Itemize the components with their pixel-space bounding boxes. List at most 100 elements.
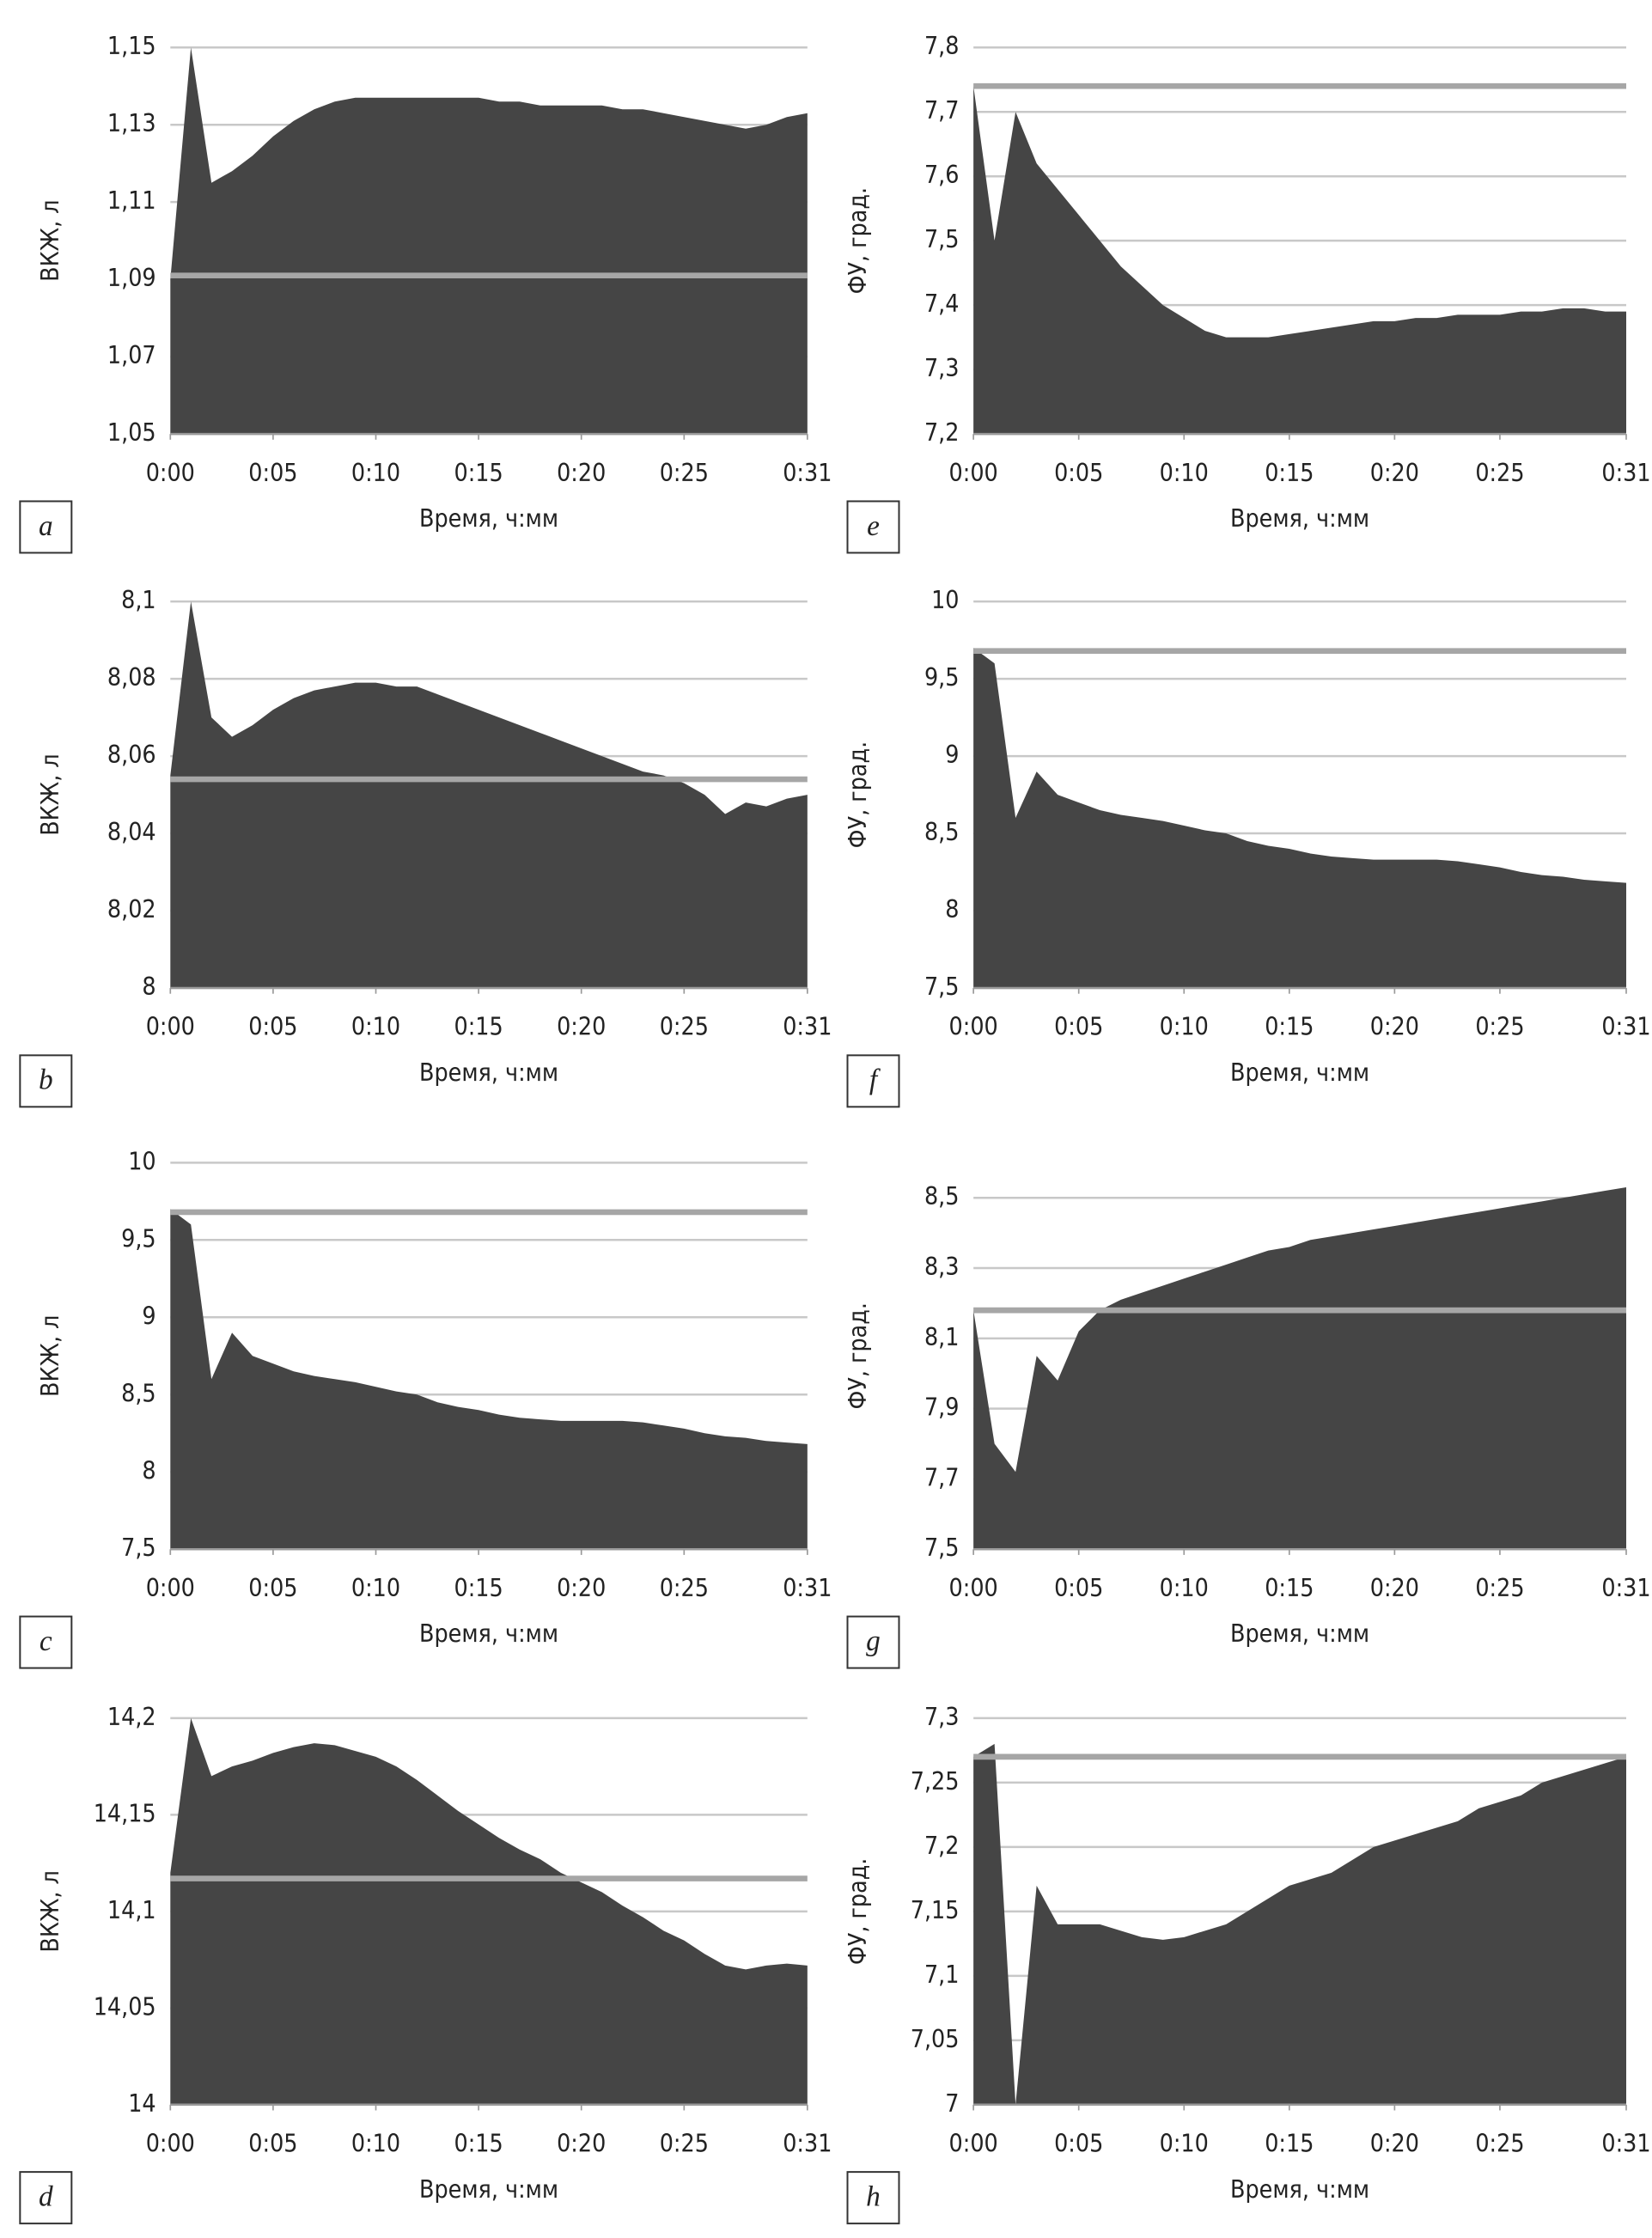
x-tick-label: 0:00 <box>146 2129 195 2157</box>
y-tick-label: 10 <box>931 586 959 614</box>
x-axis-title: Время, ч:мм <box>419 1619 558 1648</box>
x-tick-label: 0:15 <box>454 1574 503 1602</box>
panel-label: b <box>39 1064 53 1096</box>
x-tick-label: 0:10 <box>1160 1013 1209 1041</box>
x-tick-label: 0:00 <box>146 1013 195 1041</box>
panel-label: d <box>39 2180 53 2212</box>
y-tick-label: 7,5 <box>924 973 960 1001</box>
x-tick-label: 0:15 <box>454 459 503 487</box>
x-tick-label: 0:00 <box>949 459 998 487</box>
panel-box <box>19 1615 73 1669</box>
y-axis-title: ВКЖ, л <box>36 1315 64 1397</box>
x-tick-label: 0:15 <box>454 2129 503 2157</box>
y-tick-label: 14 <box>128 2089 155 2118</box>
x-tick-label: 0:31 <box>1601 1013 1650 1041</box>
y-tick-label: 7,5 <box>924 225 960 253</box>
x-tick-label: 0:20 <box>1370 1013 1419 1041</box>
x-tick-label: 0:31 <box>1601 459 1650 487</box>
y-tick-label: 7,3 <box>924 1703 960 1731</box>
y-tick-label: 7,15 <box>911 1896 960 1924</box>
x-tick-label: 0:10 <box>351 1013 400 1041</box>
x-tick-label: 0:10 <box>1160 2129 1209 2157</box>
panel-label: e <box>867 510 880 542</box>
y-tick-label: 1,13 <box>107 109 156 137</box>
area <box>973 86 1627 435</box>
area <box>170 47 808 435</box>
x-tick-label: 0:05 <box>1054 1013 1103 1041</box>
x-tick-label: 0:05 <box>248 459 297 487</box>
x-tick-label: 0:31 <box>783 2129 832 2157</box>
y-tick-label: 10 <box>128 1147 155 1175</box>
y-tick-label: 7,9 <box>924 1393 960 1422</box>
panel-box <box>19 2171 73 2225</box>
x-tick-label: 0:15 <box>1265 459 1314 487</box>
y-tick-label: 7,4 <box>924 290 960 318</box>
area <box>973 1743 1627 2105</box>
y-tick-label: 7,6 <box>924 161 960 189</box>
y-tick-label: 8,02 <box>107 895 156 924</box>
x-axis-title: Время, ч:мм <box>1230 1619 1369 1648</box>
y-tick-label: 8,08 <box>107 663 156 692</box>
x-tick-label: 0:00 <box>146 1574 195 1602</box>
y-tick-label: 7,5 <box>121 1534 156 1562</box>
x-tick-label: 0:31 <box>1601 1574 1650 1602</box>
y-tick-label: 7,25 <box>911 1767 960 1796</box>
y-axis-title: ВКЖ, л <box>36 753 64 835</box>
y-axis-title: ФУ, град. <box>844 1302 872 1410</box>
y-axis-title: ФУ, град. <box>844 187 872 295</box>
panel-box <box>846 2171 900 2225</box>
y-tick-label: 9,5 <box>121 1224 156 1253</box>
y-tick-label: 8,5 <box>924 818 960 846</box>
y-tick-label: 8,1 <box>121 586 156 614</box>
x-tick-label: 0:20 <box>557 1574 606 1602</box>
area <box>170 601 808 989</box>
y-tick-label: 1,11 <box>107 186 156 215</box>
area <box>170 1717 808 2105</box>
x-tick-label: 0:10 <box>1160 1574 1209 1602</box>
y-tick-label: 7,8 <box>924 32 960 60</box>
x-tick-label: 0:20 <box>1370 1574 1419 1602</box>
x-tick-label: 0:25 <box>660 1574 709 1602</box>
x-tick-label: 0:05 <box>1054 2129 1103 2157</box>
y-tick-label: 9 <box>945 741 959 769</box>
x-axis-title: Время, ч:мм <box>419 2175 558 2204</box>
panel-box <box>846 500 900 554</box>
x-tick-label: 0:00 <box>949 1574 998 1602</box>
y-tick-label: 14,2 <box>107 1703 156 1731</box>
x-tick-label: 0:20 <box>1370 2129 1419 2157</box>
x-axis-title: Время, ч:мм <box>419 1058 558 1087</box>
x-tick-label: 0:05 <box>1054 1574 1103 1602</box>
x-tick-label: 0:20 <box>557 2129 606 2157</box>
x-axis-title: Время, ч:мм <box>419 504 558 533</box>
x-tick-label: 0:00 <box>949 2129 998 2157</box>
y-tick-label: 8,5 <box>924 1182 960 1210</box>
x-axis-title: Время, ч:мм <box>1230 1058 1369 1087</box>
x-tick-label: 0:15 <box>1265 2129 1314 2157</box>
y-tick-label: 8,1 <box>924 1323 960 1351</box>
y-tick-label: 7,1 <box>924 1961 960 1989</box>
y-tick-label: 8,04 <box>107 818 156 846</box>
x-tick-label: 0:00 <box>949 1013 998 1041</box>
y-tick-label: 1,07 <box>107 341 156 369</box>
x-tick-label: 0:10 <box>351 1574 400 1602</box>
y-tick-label: 7,05 <box>911 2025 960 2053</box>
y-tick-label: 7,7 <box>924 1463 960 1491</box>
y-tick-label: 8 <box>945 895 959 924</box>
panel-label: a <box>39 510 53 542</box>
y-axis-title: ФУ, град. <box>844 1858 872 1966</box>
panel-box <box>846 1615 900 1669</box>
x-tick-label: 0:25 <box>660 2129 709 2157</box>
area <box>973 648 1627 989</box>
x-tick-label: 0:25 <box>660 1013 709 1041</box>
x-tick-label: 0:15 <box>1265 1574 1314 1602</box>
y-tick-label: 1,15 <box>107 32 156 60</box>
y-tick-label: 8,5 <box>121 1379 156 1407</box>
x-tick-label: 0:20 <box>557 459 606 487</box>
x-tick-label: 0:31 <box>783 459 832 487</box>
y-tick-label: 14,05 <box>94 1992 156 2021</box>
area <box>170 1209 808 1550</box>
y-tick-label: 7,5 <box>924 1534 960 1562</box>
y-tick-label: 8,3 <box>924 1253 960 1281</box>
